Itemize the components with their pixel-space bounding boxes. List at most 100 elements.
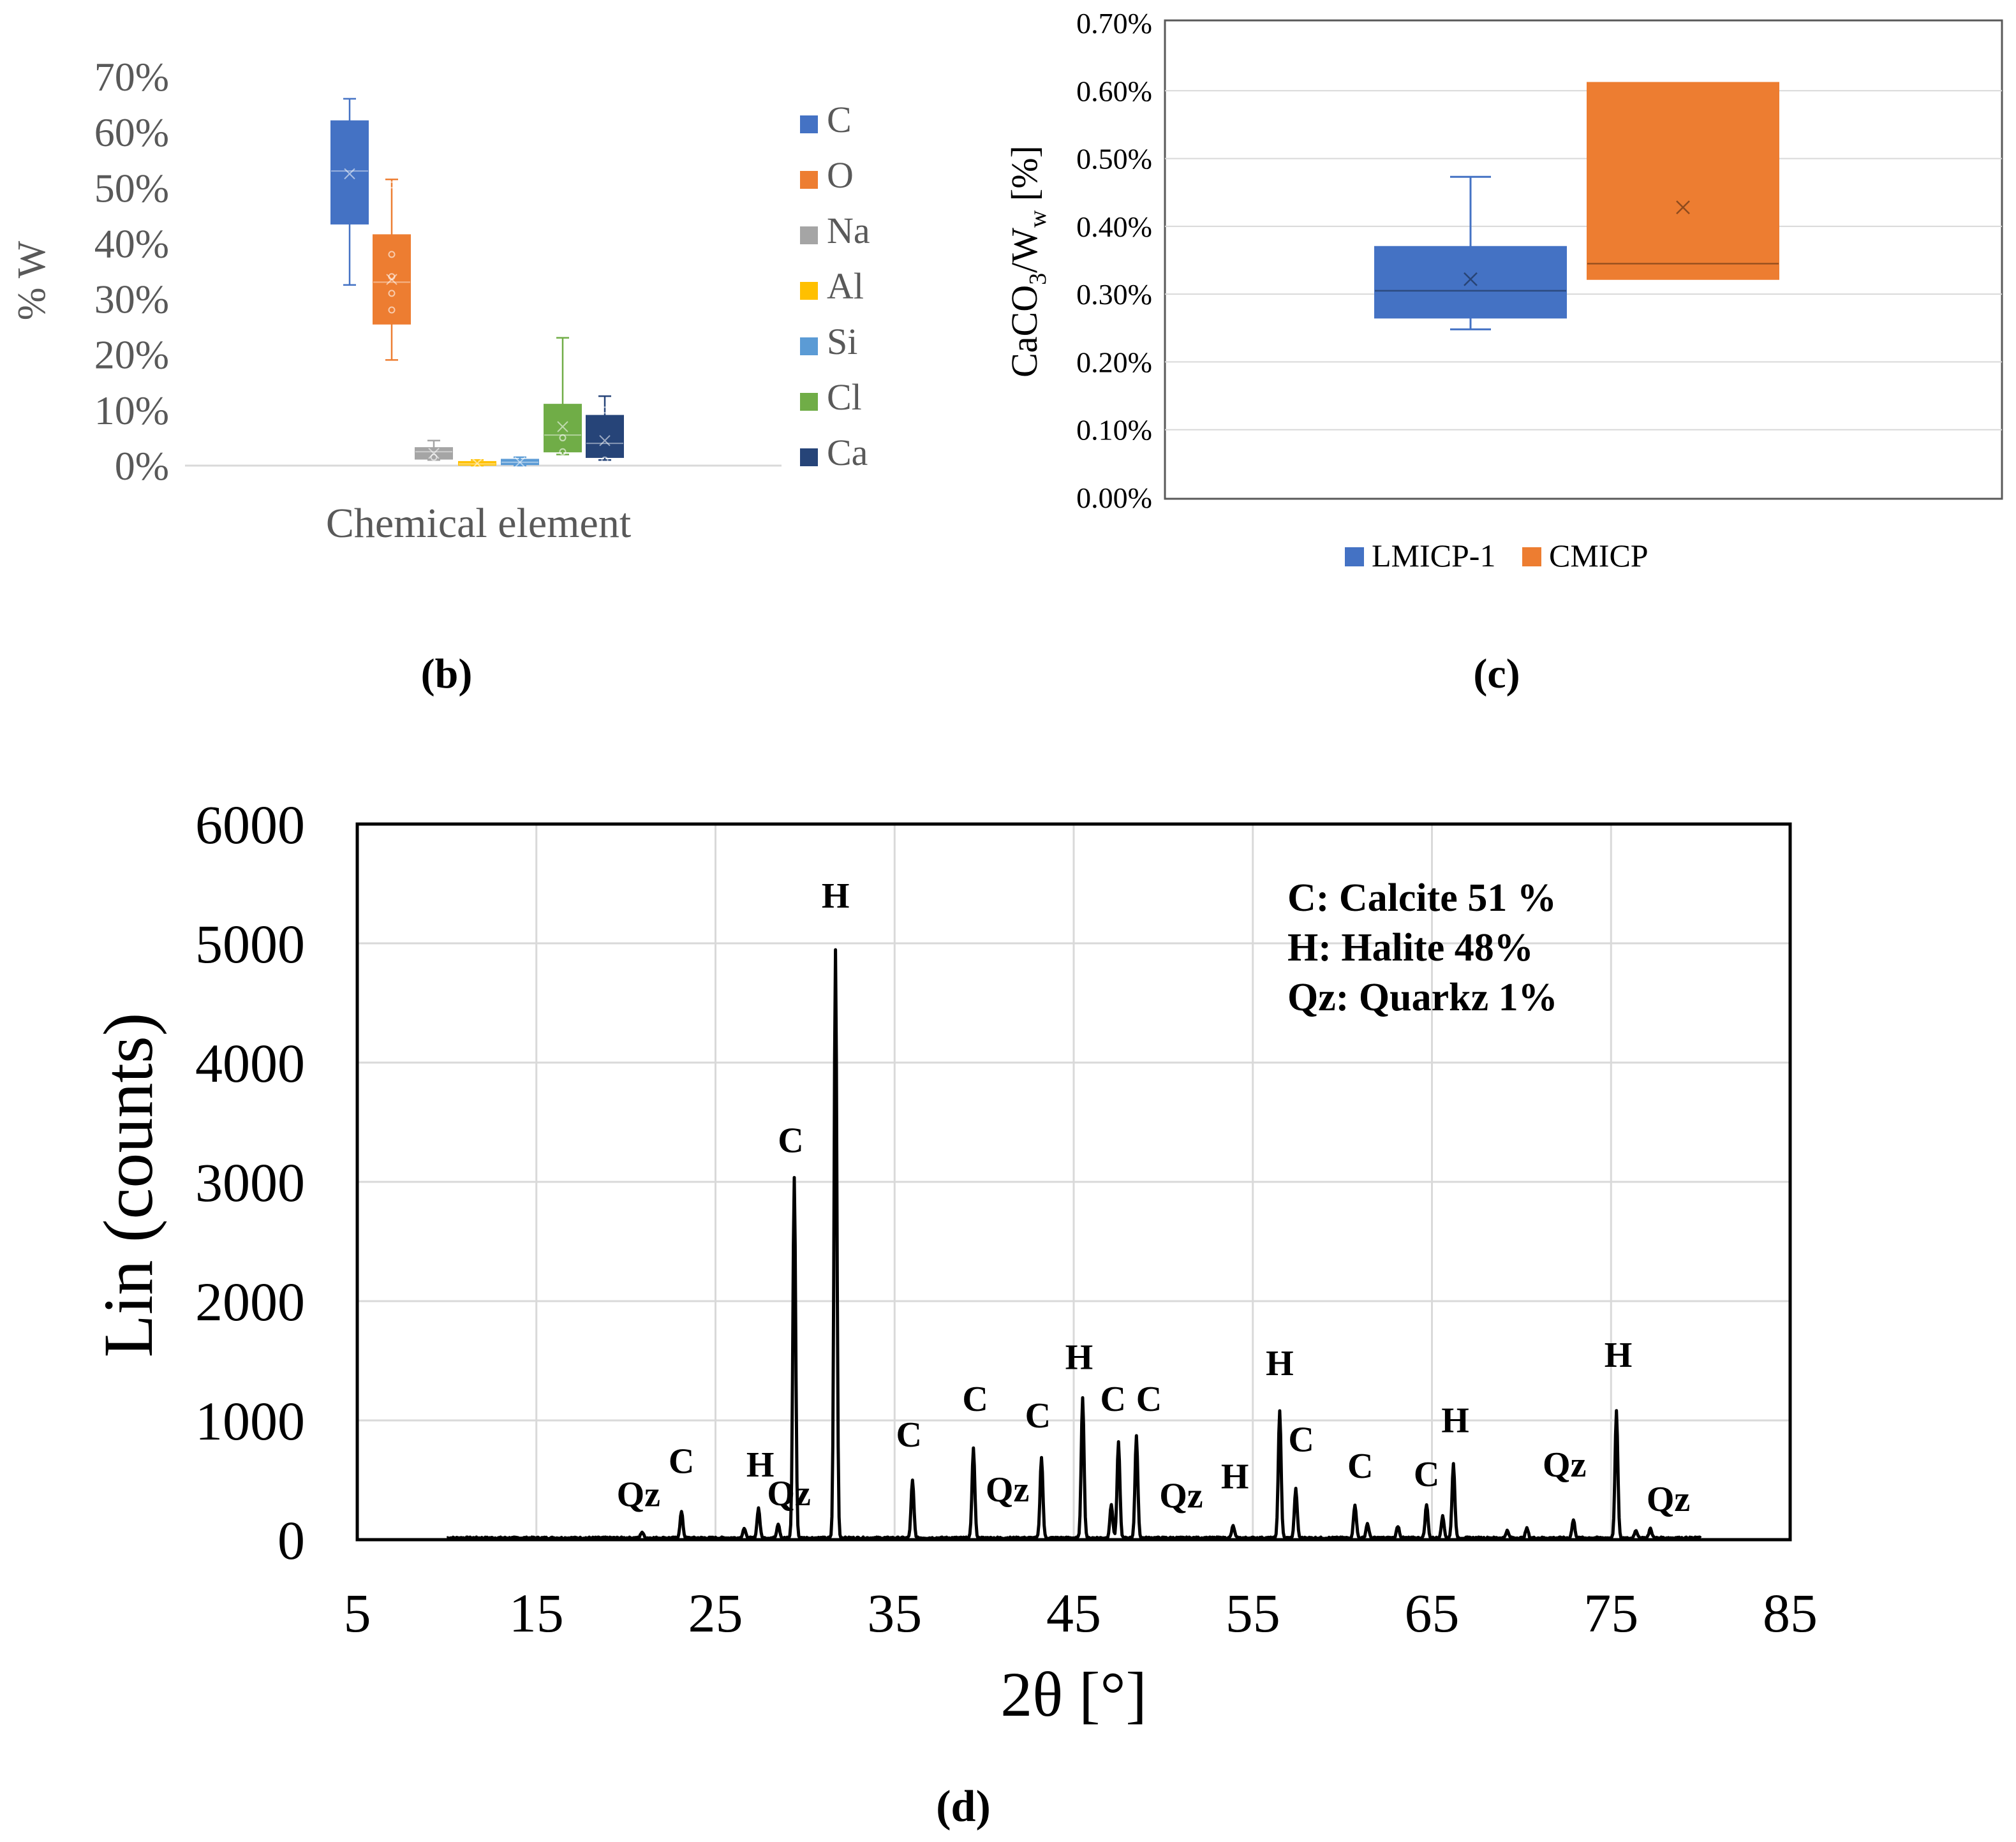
panel-b-y-ticks: 0% 10% 20% 30% 40% 50% 60% 70% [94,54,782,489]
panel-b-legend-label: O [827,154,854,196]
panel-b: 0% 10% 20% 30% 40% 50% 60% 70% % W Chemical ele… [10,54,870,697]
panel-d-x-tick-label: 25 [688,1582,743,1644]
panel-c-legend-swatch [1345,547,1364,566]
panel-b-y-tick-label: 20% [94,332,169,378]
panel-d-legend-line-1: C: Calcite 51 % [1287,876,1557,920]
panel-b-legend-label: Si [827,321,857,362]
panel-d-gridlines [357,824,1790,1540]
panel-d-phase-legend: C: Calcite 51 % H: Halite 48% Qz: Quarkz… [1287,876,1558,1019]
panel-d-y-axis-label: Lin (counts) [89,1013,167,1358]
panel-c-ylabel-sub2: w [1025,210,1051,228]
panel-c-plot-frame [1164,19,2003,500]
panel-d-peak-label: C [778,1121,803,1160]
panel-b-iqr-box [544,404,582,453]
panel-d-peak-label: H [1065,1338,1093,1378]
panel-b-legend-swatch [800,226,818,244]
panel-c-ylabel-sub1: 3 [1025,273,1051,285]
panel-b-y-tick-label: 40% [94,221,169,266]
panel-b-legend-label: Cl [827,376,862,418]
panel-d-legend-line-3: Qz: Quarkz 1% [1287,976,1558,1019]
panel-d-peak-label: Qz [767,1474,810,1514]
panel-c-ylabel-mid: /W [1004,228,1045,273]
panel-c-mean-marker [1676,200,1690,214]
panel-d-peak-label: Qz [1647,1480,1690,1519]
panel-c-ylabel-end: [%] [1004,145,1045,210]
panel-d-peak-label: C [1347,1447,1373,1486]
panel-b-mean-marker [471,457,483,469]
panel-d-x-ticks: 5 15 25 35 45 55 65 75 85 [344,1582,1818,1644]
panel-b-boxes [330,98,624,469]
panel-b-legend-label: C [827,99,852,140]
panel-b-y-tick-label: 50% [94,165,169,210]
panel-b-box-o [373,178,411,361]
panel-d-peak-label: H [1441,1401,1469,1441]
panel-d-peak-label: Qz [1159,1477,1203,1516]
panel-b-legend-swatch [800,448,818,466]
panel-b-box-cl [544,337,582,455]
panel-b-legend-swatch [800,171,818,189]
panel-d-peak-label: Qz [617,1475,660,1515]
panel-d-y-tick-label: 1000 [195,1390,305,1452]
panel-b-y-axis-label: % W [10,240,54,320]
panel-d-peak-label: C [1288,1420,1314,1460]
panel-b-legend-label: Al [827,265,864,307]
panel-b-box-ca [586,395,624,464]
panel-c-y-tick-label: 0.50% [1076,143,1152,175]
panel-b-caption: (b) [421,651,473,697]
panel-d-x-axis-label: 2θ [°] [1000,1659,1147,1730]
panel-c-iqr-box [1587,82,1779,280]
panel-c-gridlines [1165,90,2002,431]
panel-b-y-tick-label: 70% [94,54,169,99]
panel-d-x-tick-label: 55 [1226,1582,1280,1644]
panel-c-box-lmicp-1 [1374,175,1567,330]
panel-b-data-point [388,290,396,297]
panel-d-peak-label: C [1101,1380,1126,1419]
panel-d-y-tick-label: 4000 [195,1033,305,1094]
panel-b-iqr-box [586,415,624,458]
panel-d-caption: (d) [936,1782,991,1831]
panel-d-x-tick-label: 5 [344,1582,371,1644]
panel-d-peak-label: H [822,876,850,916]
panel-c-y-axis-label: CaCO3/Ww [%] [1004,145,1051,378]
panel-c-caption: (c) [1473,651,1520,697]
panel-b-y-tick-label: 60% [94,110,169,155]
panel-b-box-al [458,457,496,469]
panel-b-mean-marker [557,421,568,432]
panel-b-x-axis-label: Chemical element [326,500,631,547]
panel-c-ylabel-main: CaCO [1004,285,1045,378]
panel-c-legend-label: LMICP-1 [1372,538,1495,573]
panel-d-y-tick-label: 6000 [195,794,305,855]
panel-b-legend-label: Na [827,210,870,251]
panel-b-y-tick-label: 30% [94,277,169,322]
panel-b-data-point [601,406,609,414]
panel-c-legend-label: CMICP [1549,538,1649,573]
panel-d-legend-line-2: H: Halite 48% [1287,926,1534,969]
panel-c-y-tick-label: 0.30% [1076,278,1152,311]
panel-d-peak-label: H [746,1445,775,1485]
panel-c-box-cmicp [1587,82,1779,280]
panel-b-iqr-box [330,120,369,225]
panel-d-y-tick-label: 5000 [195,913,305,975]
panel-d-peak-label: C [1025,1396,1051,1436]
panel-c-legend-swatch [1522,547,1541,566]
panel-c-y-tick-label: 0.40% [1076,210,1152,243]
panel-d-x-tick-label: 35 [867,1582,922,1644]
panel-d-peak-label: H [1221,1457,1249,1497]
panel-c-y-tick-label: 0.00% [1076,482,1152,514]
panel-c: 0.00% 0.10% 0.20% 0.30% 0.40% 0.50% 0.60% 0.70%… [1004,7,2003,697]
panel-b-y-tick-label: 0% [115,443,169,489]
panel-d-peak-label: H [1605,1336,1633,1375]
panel-d-y-tick-label: 3000 [195,1152,305,1213]
panel-b-data-point [388,181,396,189]
panel-b-data-point [559,448,567,455]
panel-b-data-point [430,453,438,461]
panel-d-x-tick-label: 75 [1583,1582,1638,1644]
panel-b-legend-swatch [800,282,818,300]
panel-d: 0 1000 2000 3000 4000 5000 6000 5 15 25 35 45 55 65 7… [89,794,1818,1831]
panel-d-x-tick-label: 85 [1763,1582,1818,1644]
panel-c-y-tick-label: 0.20% [1076,346,1152,378]
panel-b-box-na [415,439,453,461]
panel-c-iqr-box [1374,246,1567,319]
panel-b-data-point [601,456,609,464]
